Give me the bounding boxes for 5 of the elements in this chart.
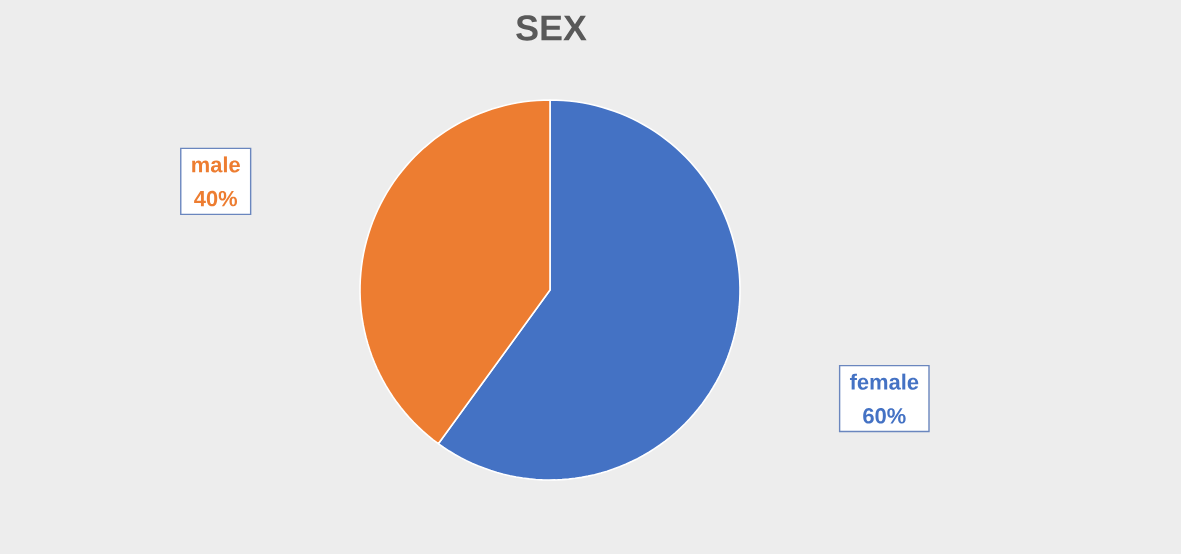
data-label: 40% bbox=[194, 190, 238, 207]
slice-label: male bbox=[192, 156, 240, 173]
data-label: 60% bbox=[863, 408, 906, 424]
slice-label: female bbox=[849, 373, 919, 390]
chart-title: SEX bbox=[516, 15, 587, 41]
